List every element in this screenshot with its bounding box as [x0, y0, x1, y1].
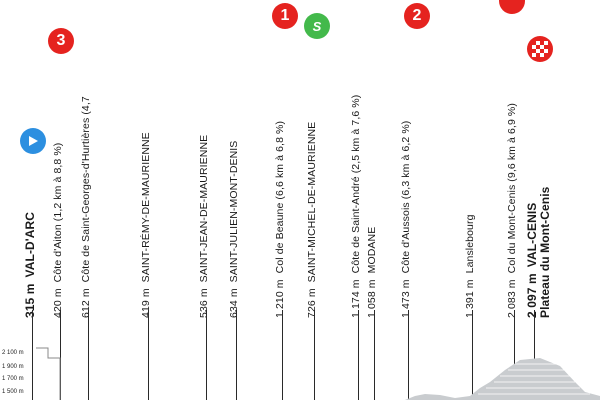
climb-category-number: 2	[412, 7, 422, 24]
sprint-letter: S	[312, 18, 322, 34]
waypoint-name: VAL-CENIS	[525, 202, 539, 268]
guide-line	[60, 310, 61, 400]
waypoint-name: Col de Beaune (6,6 km à 6,8 %)	[274, 120, 286, 274]
guide-line	[472, 310, 473, 400]
waypoint-name: Lanslebourg	[464, 214, 476, 274]
waypoint-name: Côte d'Aiton (1,2 km à 8,8 %)	[52, 142, 64, 283]
profile-outline	[36, 347, 61, 400]
guide-line	[534, 310, 535, 400]
guide-line	[88, 310, 89, 400]
guide-line	[236, 310, 237, 400]
waypoint-name: Côte de Saint-Georges-d'Hurtières (4,7	[80, 96, 92, 283]
profile-hatching	[478, 363, 590, 395]
waypoint-name: Côte de Saint-André (2,5 km à 7,6 %)	[350, 94, 362, 274]
climb-category-number: 1	[280, 7, 290, 24]
waypoint-label: 420 mCôte d'Aiton (1,2 km à 8,8 %)	[52, 143, 64, 318]
climb-category-1-icon: 1	[272, 3, 298, 29]
guide-line	[148, 310, 149, 400]
waypoint-label: 536 mSAINT-JEAN-DE-MAURIENNE	[198, 135, 210, 318]
waypoint-name: MODANE	[366, 226, 378, 274]
elevation-profile	[36, 347, 600, 400]
start-icon	[20, 128, 46, 154]
waypoint-label: 726 mSAINT-MICHEL-DE-MAURIENNE	[306, 122, 318, 318]
altitude-tick: 1 500 m	[2, 389, 24, 395]
waypoint-label: 419 mSAINT-RÉMY-DE-MAURIENNE	[140, 132, 152, 318]
guide-line	[32, 310, 33, 400]
waypoint-label: 634 mSAINT-JULIEN-MONT-DENIS	[228, 141, 240, 318]
finish-flag-icon	[527, 36, 553, 62]
altitude-tick: 1 700 m	[2, 376, 24, 382]
guide-line	[206, 310, 207, 400]
guide-line	[358, 310, 359, 400]
altitude-tick: 1 900 m	[2, 364, 24, 370]
waypoint-name: Col du Mont-Cenis (9,6 km à 6,9 %)	[506, 103, 518, 274]
guide-line	[408, 310, 409, 400]
waypoint-label: 1 210 mCol de Beaune (6,6 km à 6,8 %)	[274, 121, 286, 318]
play-arrow-icon	[29, 136, 38, 146]
altitude-axis: 2 100 m 1 900 m 1 700 m 1 500 m	[0, 340, 40, 400]
profile-fill	[405, 358, 600, 400]
guide-line	[514, 310, 515, 400]
waypoint-subname: Plateau du Mont-Cenis	[538, 186, 552, 318]
climb-category-1-icon	[499, 0, 525, 14]
guide-line	[282, 310, 283, 400]
guide-line	[314, 310, 315, 400]
waypoint-label: 1 174 mCôte de Saint-André (2,5 km à 7,6…	[350, 95, 362, 318]
waypoint-label: 1 473 mCôte d'Aussois (6,3 km à 6,2 %)	[400, 121, 412, 318]
waypoint-name: VAL-D'ARC	[23, 211, 37, 278]
guide-line	[374, 310, 375, 400]
altitude-tick: 2 100 m	[2, 350, 24, 356]
waypoint-label: 2 097 mVAL-CENIS Plateau du Mont-Cenis	[525, 186, 552, 318]
waypoint-name: SAINT-MICHEL-DE-MAURIENNE	[306, 121, 318, 283]
waypoint-name: SAINT-RÉMY-DE-MAURIENNE	[140, 132, 152, 283]
climb-category-2-icon: 2	[404, 3, 430, 29]
sprint-icon: S	[304, 13, 330, 39]
waypoint-name: SAINT-JEAN-DE-MAURIENNE	[198, 134, 210, 283]
waypoint-name: Côte d'Aussois (6,3 km à 6,2 %)	[400, 120, 412, 274]
climb-category-number: 3	[56, 32, 66, 49]
waypoint-label: 612 mCôte de Saint-Georges-d'Hurtières (…	[80, 96, 92, 318]
waypoint-label: 2 083 mCol du Mont-Cenis (9,6 km à 6,9 %…	[506, 103, 518, 318]
checkered-flag-icon	[532, 41, 548, 57]
waypoint-name: SAINT-JULIEN-MONT-DENIS	[228, 140, 240, 283]
climb-category-3-icon: 3	[48, 28, 74, 54]
